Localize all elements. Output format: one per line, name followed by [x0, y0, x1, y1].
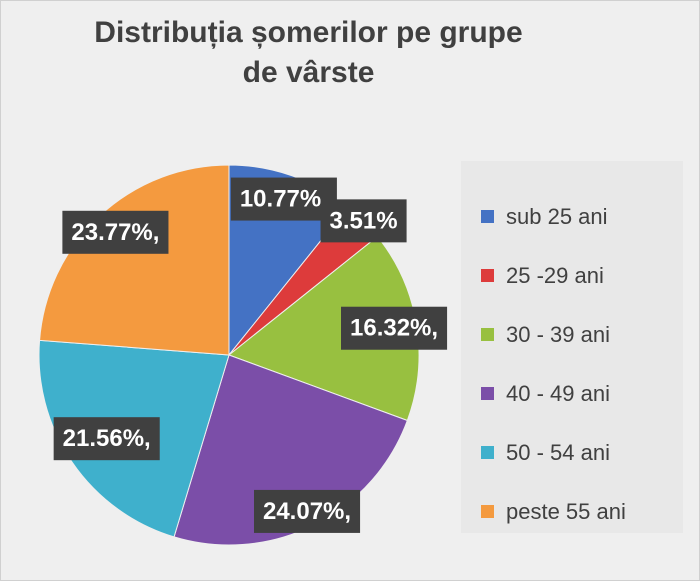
chart-title-line-1: Distribuția șomerilor pe grupe [94, 16, 523, 49]
legend-item-sub-25-ani: sub 25 ani [461, 187, 683, 246]
data-label-text: 16.32%, [350, 315, 438, 342]
legend-item-40-49-ani: 40 - 49 ani [461, 364, 683, 423]
legend-label: 25 -29 ani [506, 262, 604, 288]
legend-label: 30 - 39 ani [506, 321, 610, 347]
data-label-box [253, 489, 361, 533]
data-label-box [320, 199, 407, 243]
data-label-25-29-ani: 3.51% [320, 199, 407, 243]
legend-label: peste 55 ani [506, 498, 626, 524]
legend-swatch [481, 328, 494, 341]
data-label-text: 3.51% [330, 207, 398, 234]
data-label-box [62, 210, 169, 254]
legend-swatch [481, 269, 494, 282]
data-label-50-54-ani: 21.56%, [53, 417, 160, 461]
data-label-text: 24.07%, [263, 498, 351, 525]
legend-swatch [481, 210, 494, 223]
data-label-peste-55-ani: 23.77%, [62, 210, 169, 254]
data-label-sub-25-ani: 10.77%, [230, 177, 337, 221]
legend-item-30-39-ani: 30 - 39 ani [461, 305, 683, 364]
data-label-text: 10.77%, [240, 186, 328, 213]
legend-item-50-54-ani: 50 - 54 ani [461, 423, 683, 482]
legend-label: sub 25 ani [506, 203, 608, 229]
legend-item-peste-55-ani: peste 55 ani [461, 482, 683, 541]
pie-slice-peste-55-ani [39, 164, 230, 356]
legend-swatch [481, 505, 494, 518]
data-label-box [230, 177, 337, 221]
legend-label: 40 - 49 ani [506, 380, 610, 406]
legend-swatch [481, 446, 494, 459]
pie-data-labels: 10.77%,3.51% 16.32%, 24.07%, 21.56%, 23.77%, [53, 177, 448, 533]
legend-item-25-29-ani: 25 -29 ani [461, 246, 683, 305]
data-label-text: 21.56%, [63, 425, 151, 452]
data-label-30-39-ani: 16.32%, [341, 306, 448, 350]
legend-label: 50 - 54 ani [506, 439, 610, 465]
data-label-40-49-ani: 24.07%, [253, 489, 361, 533]
legend-swatch [481, 387, 494, 400]
data-label-text: 23.77%, [71, 219, 159, 246]
chart-title-line-2: de vârste [242, 56, 375, 89]
data-label-box [53, 417, 160, 461]
chart-title: Distribuția șomerilor pe grupe de vârste [1, 13, 616, 93]
chart-legend: sub 25 ani 25 -29 ani 30 - 39 ani 40 - 49 a… [461, 161, 683, 533]
data-label-box [341, 306, 448, 350]
